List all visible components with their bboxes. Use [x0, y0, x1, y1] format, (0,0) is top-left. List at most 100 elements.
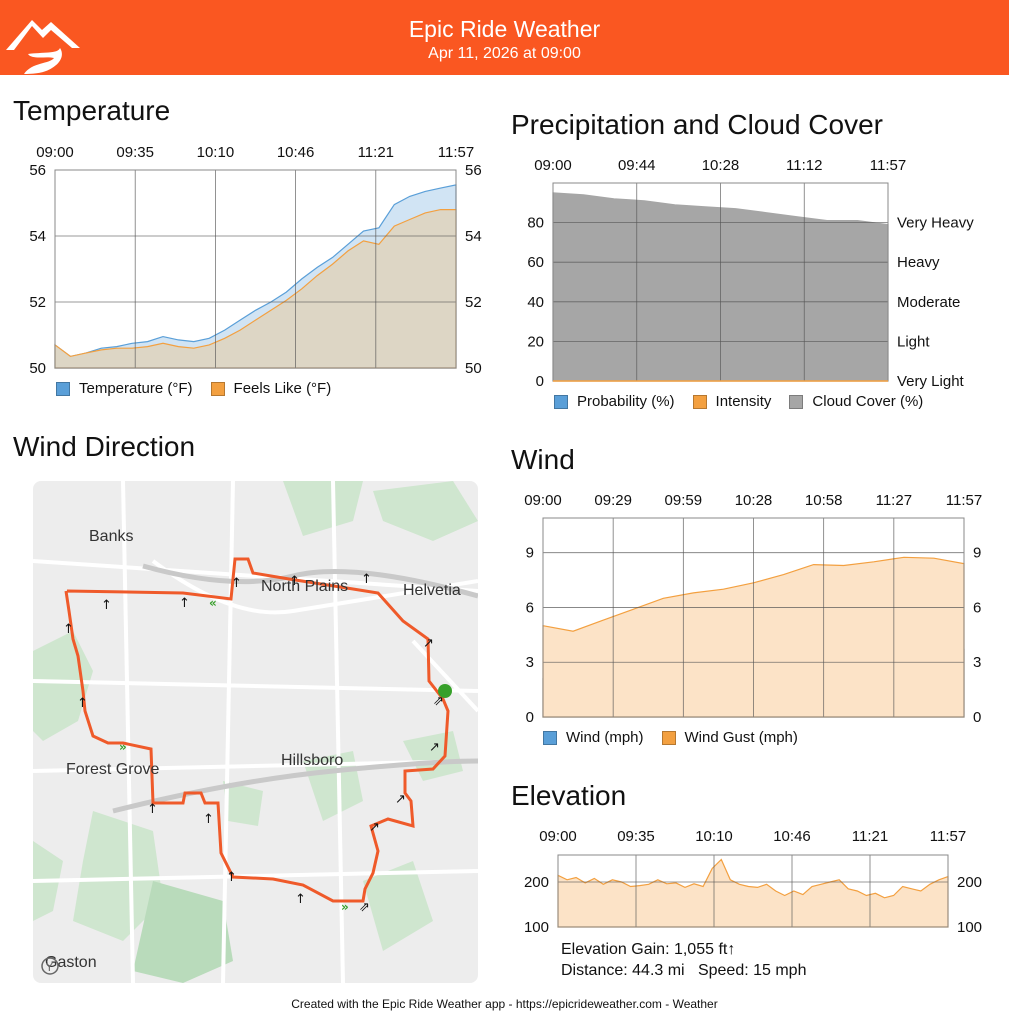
svg-text:↑: ↑	[295, 892, 306, 907]
temperature-x-tick-label: 11:57	[438, 144, 474, 161]
wind-x-tick-label: 11:27	[876, 492, 912, 509]
feels-like-swatch-icon	[210, 381, 225, 396]
direction-chevrons: « » »	[119, 596, 349, 914]
epic-ride-logo-icon	[6, 20, 80, 74]
temperature-series-1	[54, 209, 457, 369]
map-roads	[33, 481, 478, 983]
precipitation-title: Precipitation and Cloud Cover	[511, 109, 883, 140]
legend-item-intensity: Intensity	[692, 393, 771, 410]
map-label-helvetia: Helvetia	[403, 582, 461, 599]
svg-text:↗: ↗	[429, 740, 440, 755]
temperature-y-tick-label: 50	[29, 360, 46, 377]
temperature-x-tick-label: 09:35	[116, 144, 154, 161]
footer-weather: Weather	[672, 997, 718, 1011]
footer-text: Created with the Epic Ride Weather app -…	[291, 997, 673, 1011]
elevation-y-tick-label: 100	[524, 919, 549, 936]
svg-text:Y: Y	[45, 961, 53, 974]
legend-item-feels-like: Feels Like (°F)	[210, 380, 331, 397]
temperature-x-tick-label: 10:46	[277, 144, 315, 161]
app-title: Epic Ride Weather	[408, 16, 601, 42]
start-marker-icon	[438, 684, 452, 698]
svg-text:⇗: ⇗	[433, 694, 444, 709]
wind-gust-swatch-icon	[661, 730, 676, 745]
elevation-x-tick-label: 11:57	[930, 828, 966, 845]
elevation-series-0	[557, 858, 949, 928]
svg-text:↑: ↑	[147, 802, 158, 817]
elevation-gain: Elevation Gain: 1,055 ft↑	[561, 941, 736, 958]
wind-y-right-tick-label: 6	[973, 599, 981, 616]
map-green-areas	[33, 481, 478, 983]
temperature-y-tick-label: 54	[29, 228, 46, 245]
elevation-frame	[557, 854, 949, 928]
svg-text:↑: ↑	[179, 596, 190, 611]
wind-swatch-icon	[543, 730, 557, 745]
elevation-x-tick-label: 10:46	[773, 828, 811, 845]
svg-text:↗: ↗	[369, 820, 380, 835]
precipitation-y-tick-label: 80	[527, 215, 544, 232]
wind-series-0	[542, 648, 965, 718]
svg-text:»: »	[341, 900, 349, 914]
temperature-legend: Temperature (°F) Feels Like (°F)	[56, 380, 349, 397]
precipitation-y-right-tick-label: Light	[897, 333, 930, 350]
temperature-y-tick-label: 56	[29, 162, 46, 179]
temperature-plot-area	[55, 170, 456, 368]
svg-text:↑: ↑	[101, 598, 112, 613]
svg-text:↑: ↑	[361, 572, 372, 587]
speed-value: Speed: 15 mph	[697, 962, 807, 979]
precipitation-y-tick-label: 60	[527, 254, 544, 271]
svg-text:↗: ↗	[423, 636, 434, 651]
wind-x-tick-label: 11:57	[946, 492, 982, 509]
wind-direction-title: Wind Direction	[13, 431, 196, 462]
cloud-cover-swatch-icon	[789, 394, 804, 409]
elevation-y-tick-label: 200	[524, 874, 549, 891]
precipitation-frame	[552, 182, 889, 382]
wind-y-right-tick-label: 0	[973, 709, 981, 726]
map-label-forest-grove: Forest Grove	[66, 761, 159, 778]
precipitation-y-right-tick-label: Very Light	[897, 373, 965, 390]
temperature-y-right-tick-label: 56	[465, 162, 482, 179]
wind-y-right-tick-label: 3	[973, 654, 981, 671]
legend-item-temperature: Temperature (°F)	[56, 380, 193, 397]
route-map[interactable]: ↑ ↑ ↑ ↑ ↑ ↑ ↗ ⇗ ↗ ↗ ↗ ⇗ ↑ ↑ ↑ ↑ ↑ « » » Banks North P…	[33, 481, 478, 983]
svg-text:↑: ↑	[63, 622, 74, 637]
temperature-swatch-icon	[56, 381, 70, 396]
temperature-y-right-tick-label: 54	[465, 228, 482, 245]
wind-frame	[542, 517, 965, 718]
svg-text:↑: ↑	[231, 576, 242, 591]
elevation-x-tick-label: 11:21	[852, 828, 888, 845]
wind-x-tick-label: 09:29	[594, 492, 632, 509]
temperature-y-tick-label: 52	[29, 294, 46, 311]
svg-text:⇗: ⇗	[359, 900, 370, 915]
precipitation-x-tick-label: 11:12	[786, 157, 822, 174]
map-highway	[112, 563, 478, 814]
temperature-title: Temperature	[13, 95, 171, 126]
wind-plot-area	[543, 518, 964, 717]
route-line	[64, 557, 450, 903]
precipitation-y-right-tick-label: Heavy	[897, 254, 940, 271]
elevation-y-right-tick-label: 100	[957, 919, 982, 936]
precipitation-plot-area	[553, 183, 888, 381]
legend-item-wind: Wind (mph)	[543, 729, 644, 746]
legend-item-wind-gust: Wind Gust (mph)	[661, 729, 798, 746]
map-legal-icon[interactable]: Y	[41, 957, 59, 975]
temperature-series-0	[54, 184, 457, 369]
legend-label: Probability (%)	[577, 393, 675, 410]
legend-item-probability: Probability (%)	[554, 393, 675, 410]
elevation-x-tick-label: 09:00	[539, 828, 577, 845]
wind-arrows: ↑ ↑ ↑ ↑ ↑ ↑ ↗ ⇗ ↗ ↗ ↗ ⇗ ↑ ↑ ↑ ↑ ↑	[63, 572, 444, 915]
elevation-plot-area	[558, 855, 948, 927]
temperature-y-right-tick-label: 50	[465, 360, 482, 377]
app-header: Epic Ride Weather Apr 11, 2026 at 09:00	[0, 0, 1009, 75]
precipitation-y-tick-label: 20	[527, 333, 544, 350]
precipitation-x-tick-label: 09:44	[618, 157, 656, 174]
svg-text:↗: ↗	[395, 792, 406, 807]
precipitation-x-tick-label: 11:57	[870, 157, 906, 174]
elevation-x-tick-label: 09:35	[617, 828, 655, 845]
wind-y-tick-label: 9	[526, 545, 534, 562]
precipitation-series-2	[552, 192, 889, 382]
svg-text:↑: ↑	[289, 574, 300, 589]
wind-x-tick-label: 10:58	[805, 492, 843, 509]
temperature-x-tick-label: 11:21	[358, 144, 394, 161]
temperature-frame	[54, 169, 457, 369]
wind-x-tick-label: 09:59	[665, 492, 703, 509]
